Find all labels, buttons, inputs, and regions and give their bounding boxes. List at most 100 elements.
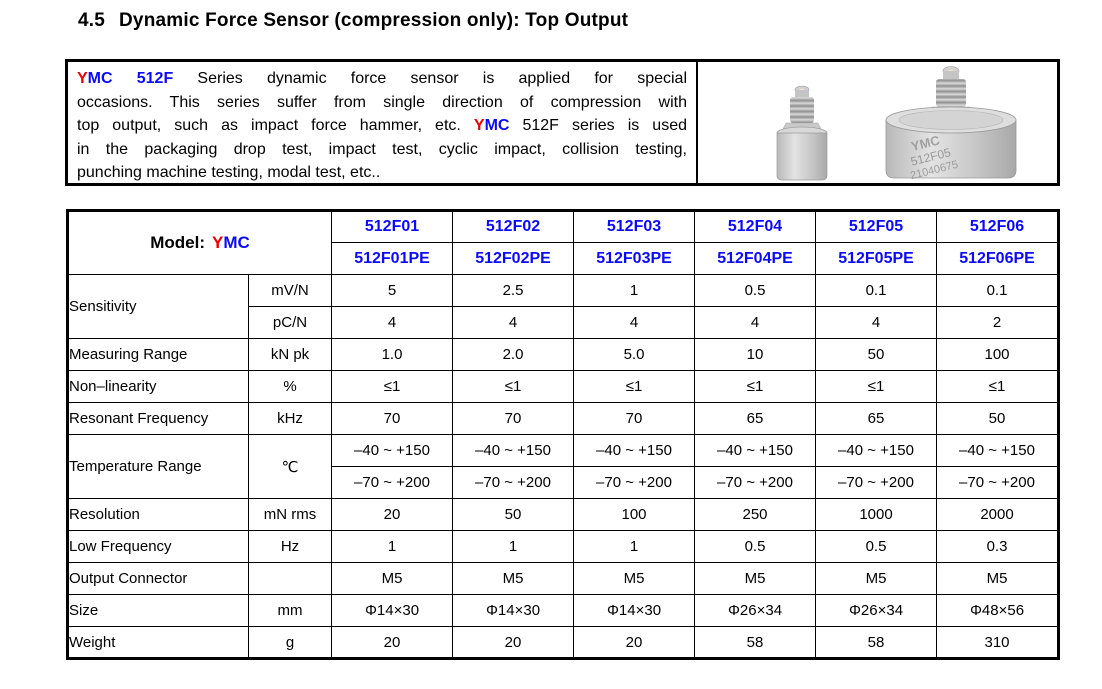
spec-value: 0.1: [815, 274, 938, 307]
section-title-text: Dynamic Force Sensor (compression only):…: [119, 10, 629, 31]
spec-value: –40 ~ +150: [694, 434, 817, 467]
spec-value: 20: [573, 626, 696, 659]
spec-label: Temperature Range: [67, 434, 249, 499]
spec-row: Sensitivity mV/N 5 2.5 1 0.5 0.1 0.1: [67, 274, 1060, 339]
spec-table-rows: Model: YMC 512F01 512F02 512F03 512F04 512F05…: [66, 210, 1060, 659]
spec-value: ≤1: [936, 370, 1060, 403]
spec-value: Φ48×56: [936, 594, 1060, 627]
spec-unit: kN pk: [247, 338, 333, 371]
spec-unit: g: [247, 626, 333, 659]
spec-value: 2: [936, 306, 1060, 339]
intro-line: top output, such as impact force hammer,…: [77, 114, 687, 138]
model-name-pe: 512F05PE: [815, 242, 938, 275]
spec-row: Low Frequency Hz 1 1 1 0.5 0.5 0.3: [67, 530, 1060, 563]
intro-text: Y MC 512F Series dynamic force sensor is …: [68, 62, 698, 183]
spec-table: Model: YMC 512F01 512F02 512F03 512F04 512F05…: [66, 209, 1061, 660]
brand-letters-mc: MC: [223, 233, 250, 252]
spec-value: 2000: [936, 498, 1060, 531]
page-title: 4.5 Dynamic Force Sensor (compression onl…: [78, 10, 628, 32]
spec-value: M5: [694, 562, 817, 595]
spec-value: M5: [936, 562, 1060, 595]
spec-value: 70: [573, 402, 696, 435]
spec-value: 310: [936, 626, 1060, 659]
intro-line: YMC 512F Series dynamic force sensor is …: [77, 67, 687, 91]
spec-value: –70 ~ +200: [694, 466, 817, 499]
intro-segment: Series dynamic force sensor is applied f…: [173, 70, 687, 87]
spec-value: 1000: [815, 498, 938, 531]
sensor-photo-small: [776, 85, 828, 181]
brand-text: Y: [77, 70, 88, 87]
spec-value: Φ14×30: [573, 594, 696, 627]
spec-value: 4: [331, 306, 454, 339]
model-name-pe: 512F06PE: [936, 242, 1060, 275]
spec-row: Measuring Range kN pk 1.0 2.0 5.0 10 50 100: [67, 338, 1060, 371]
spec-value: 5: [331, 274, 454, 307]
spec-unit: mm: [247, 594, 333, 627]
intro-segment: in the packaging drop test, impact test,…: [77, 140, 687, 158]
spec-value: 0.5: [694, 530, 817, 563]
model-name-pe: 512F04PE: [694, 242, 817, 275]
spec-value: 0.5: [694, 274, 817, 307]
spec-value: 10: [694, 338, 817, 371]
spec-value: –40 ~ +150: [815, 434, 938, 467]
spec-value: 50: [936, 402, 1060, 435]
spec-row: Non–linearity% ≤1 ≤1 ≤1 ≤1 ≤1 ≤1: [67, 370, 1060, 403]
spec-value: 1: [331, 530, 454, 563]
spec-value: ≤1: [573, 370, 696, 403]
sensor-photo-large: YMC 512F05 21040675: [885, 66, 1017, 182]
product-photos: YMC 512F05 21040675: [698, 62, 1057, 183]
spec-value: 20: [331, 626, 454, 659]
model-name-pe: 512F02PE: [452, 242, 575, 275]
spec-value: 2.5: [452, 274, 575, 307]
model-name: 512F05: [815, 210, 938, 243]
spec-value: ≤1: [815, 370, 938, 403]
spec-row: Size mm Φ14×30 Φ14×30 Φ14×30 Φ26×34 Φ26×34 Φ48×…: [67, 594, 1060, 627]
spec-value: 100: [936, 338, 1060, 371]
spec-value: 70: [331, 402, 454, 435]
spec-value: 1: [573, 530, 696, 563]
spec-value: Φ26×34: [815, 594, 938, 627]
spec-value: –40 ~ +150: [936, 434, 1060, 467]
intro-line: occasions. This series suffer from singl…: [77, 91, 687, 115]
model-name: 512F06: [936, 210, 1060, 243]
model-header-cell: Model: YMC: [66, 210, 333, 275]
spec-label: Measuring Range: [67, 338, 249, 371]
spec-value: ≤1: [331, 370, 454, 403]
spec-value: 4: [815, 306, 938, 339]
spec-unit: ℃: [247, 434, 333, 499]
spec-value: 20: [331, 498, 454, 531]
spec-value: 1: [452, 530, 575, 563]
spec-row: Resonant Frequency kHz 70 70 70 65 65 50: [67, 402, 1060, 435]
spec-value: 58: [694, 626, 817, 659]
brand-text: MC: [484, 117, 510, 135]
spec-label: Resonant Frequency: [67, 402, 249, 435]
spec-row: Resolution mN rms 20 50 100 250 1000 2000: [67, 498, 1060, 531]
spec-label: Low Frequency: [67, 530, 249, 563]
spec-value: –40 ~ +150: [331, 434, 454, 467]
spec-value: 4: [694, 306, 817, 339]
spec-value: Φ26×34: [694, 594, 817, 627]
spec-row: Weight g 20 20 20 58 58 310: [67, 626, 1060, 659]
spec-value: 65: [815, 402, 938, 435]
intro-segment: punching machine testing, modal test, et…: [77, 164, 381, 182]
spec-value: M5: [331, 562, 454, 595]
spec-value: –70 ~ +200: [452, 466, 575, 499]
brand-letter-y: Y: [212, 233, 224, 252]
spec-value: 58: [815, 626, 938, 659]
spec-label: Weight: [67, 626, 249, 659]
spec-value: 70: [452, 402, 575, 435]
spec-value: 4: [452, 306, 575, 339]
spec-value: 1: [573, 274, 696, 307]
spec-value: 50: [452, 498, 575, 531]
spec-value: 65: [694, 402, 817, 435]
model-name-pe: 512F01PE: [331, 242, 454, 275]
spec-value: –70 ~ +200: [815, 466, 938, 499]
spec-value: –70 ~ +200: [331, 466, 454, 499]
model-header-row: Model: YMC 512F01 512F02 512F03 512F04 512F05…: [66, 210, 1060, 275]
spec-value: –70 ~ +200: [936, 466, 1060, 499]
model-name: 512F01: [331, 210, 454, 243]
intro-box: Y MC 512F Series dynamic force sensor is …: [65, 59, 1060, 186]
brand-text: 512F: [112, 70, 174, 87]
spec-value: Φ14×30: [452, 594, 575, 627]
